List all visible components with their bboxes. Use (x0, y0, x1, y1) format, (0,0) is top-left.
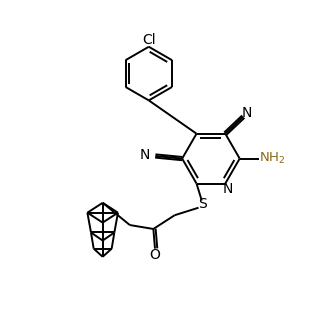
Text: N: N (140, 148, 150, 162)
Text: O: O (149, 248, 161, 262)
Text: S: S (198, 197, 207, 211)
Text: N: N (223, 182, 233, 196)
Text: NH$_2$: NH$_2$ (259, 151, 285, 166)
Text: Cl: Cl (142, 33, 156, 46)
Text: N: N (242, 106, 252, 120)
